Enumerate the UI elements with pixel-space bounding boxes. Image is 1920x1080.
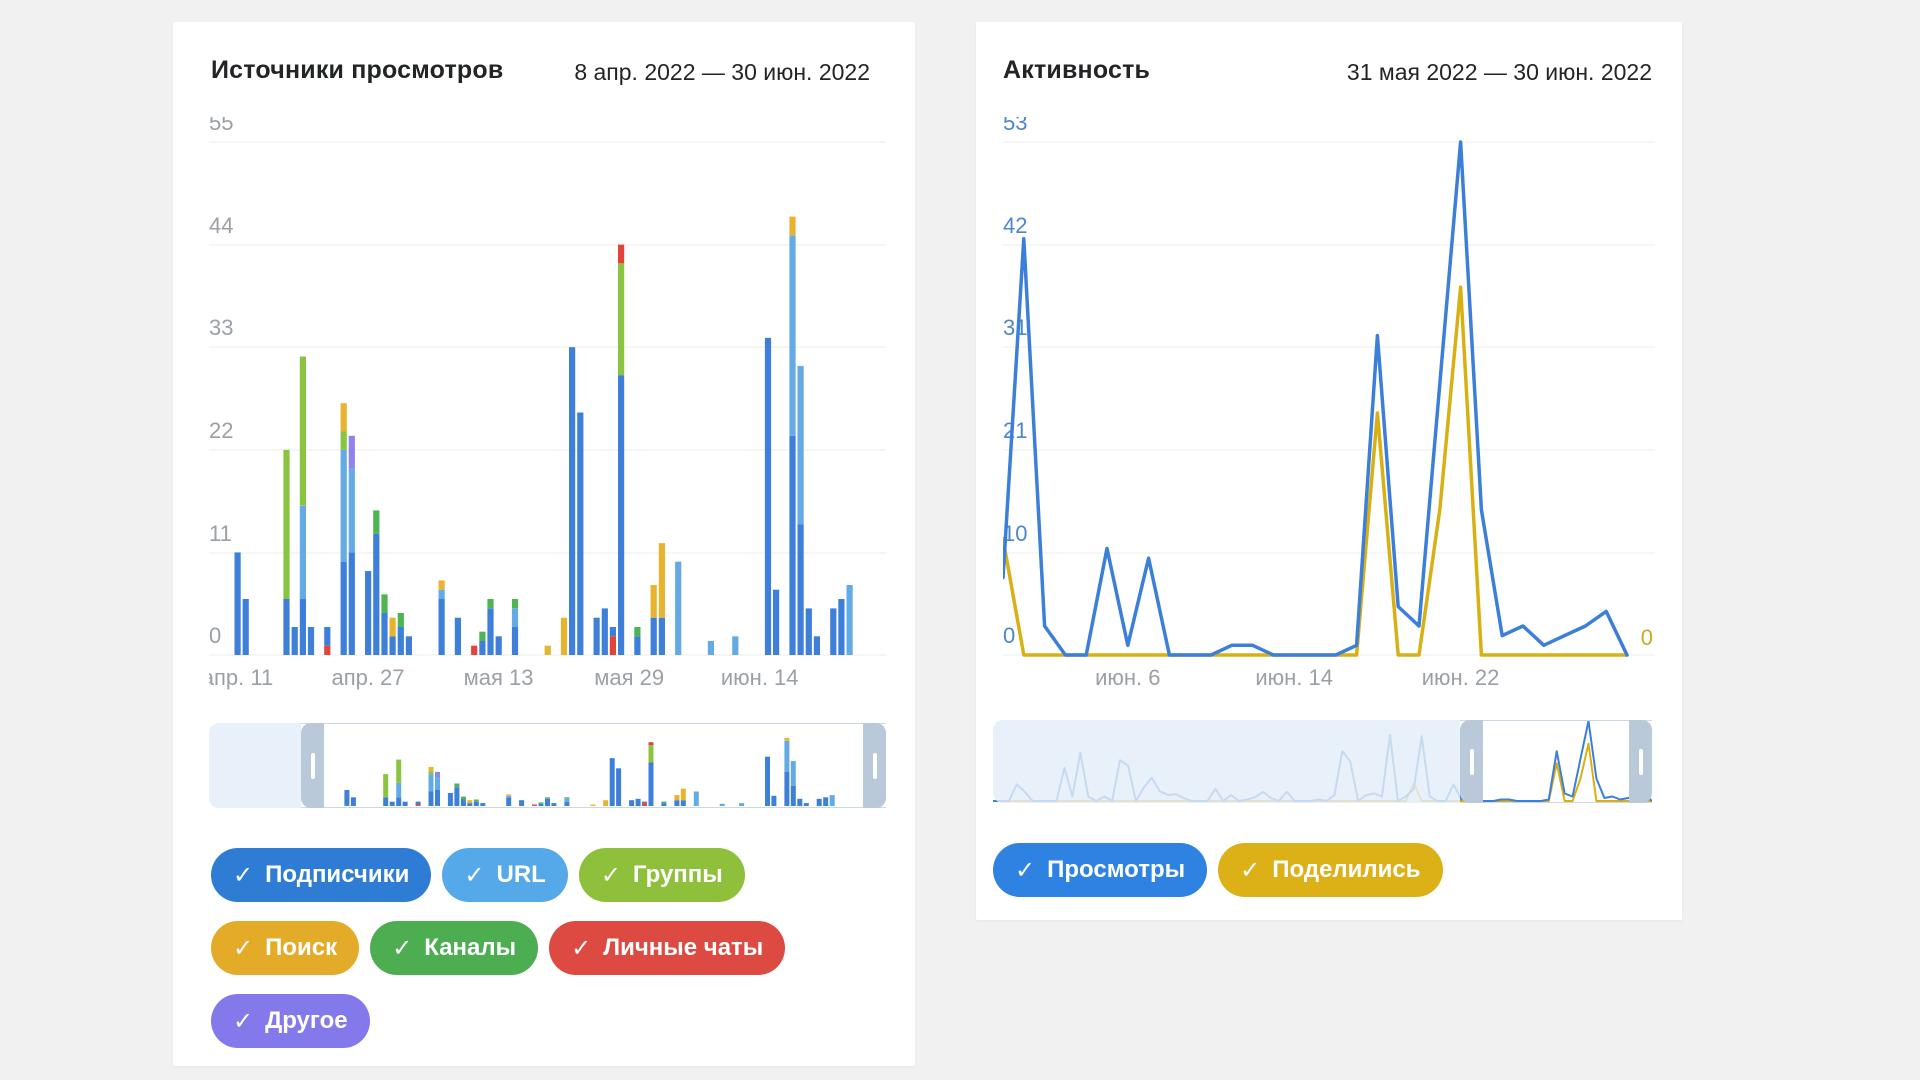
view-sources-bar-chart[interactable]: 55 44 33 22 11 0 апр. 11 апр. 27 мая 13 мая 29 июн… [209,117,886,717]
legend-pill-label: Подписчики [265,861,410,888]
svg-text:33: 33 [209,315,233,340]
legend-pill-подписчики[interactable]: ✓ Подписчики [211,848,432,902]
svg-text:июн. 14: июн. 14 [721,665,799,690]
activity-brush-unselected[interactable] [993,720,1460,803]
check-icon: ✓ [571,935,592,962]
svg-text:53: 53 [1003,117,1027,135]
check-icon: ✓ [392,935,413,962]
check-icon: ✓ [1240,857,1261,884]
sources-brush-right-handle-icon[interactable] [863,723,886,808]
svg-text:июн. 22: июн. 22 [1422,665,1500,690]
date-range: 8 апр. 2022 — 30 июн. 2022 [574,59,870,85]
svg-text:21: 21 [1003,418,1027,443]
sources-legend: ✓ Подписчики ✓ URL ✓ Группы ✓ Поиск ✓ Каналы ✓ Личн… [211,848,786,1048]
check-icon: ✓ [1015,857,1036,884]
legend-pill-каналы[interactable]: ✓ Каналы [370,921,539,975]
legend-pill-поиск[interactable]: ✓ Поиск [211,921,360,975]
check-icon: ✓ [464,862,485,889]
svg-text:0: 0 [1003,623,1015,648]
svg-text:0: 0 [209,623,221,648]
activity-brush-right-handle-icon[interactable] [1629,720,1652,803]
activity-brush-left-handle-icon[interactable] [1460,720,1483,803]
svg-text:31: 31 [1003,315,1027,340]
check-icon: ✓ [600,862,621,889]
legend-pill-личные-чаты[interactable]: ✓ Личные чаты [549,921,786,975]
legend-pill-label: URL [496,861,546,888]
activity-range-slider[interactable] [993,720,1652,803]
legend-pill-label: Просмотры [1047,856,1186,883]
svg-text:мая 13: мая 13 [464,665,534,690]
view-sources-card: Источники просмотров 8 апр. 2022 — 30 ию… [173,22,915,1066]
legend-pill-группы[interactable]: ✓ Группы [578,848,745,902]
legend-pill-label: Другое [265,1007,348,1034]
legend-pill-просмотры[interactable]: ✓ Просмотры [993,843,1208,897]
page-title: Активность [1003,56,1151,84]
page-title: Источники просмотров [211,56,504,84]
sources-range-slider[interactable] [209,723,886,808]
svg-text:42: 42 [1003,213,1027,238]
activity-card: Активность 31 мая 2022 — 30 июн. 2022 53… [976,22,1682,920]
svg-text:мая 29: мая 29 [594,665,664,690]
activity-legend: ✓ Просмотры ✓ Поделились [993,843,1443,897]
svg-text:апр. 27: апр. 27 [331,665,404,690]
legend-pill-url[interactable]: ✓ URL [442,848,568,902]
check-icon: ✓ [233,862,254,889]
sources-minimap [344,737,835,807]
svg-text:июн. 6: июн. 6 [1095,665,1160,690]
svg-text:44: 44 [209,213,233,238]
sources-brush-unselected[interactable] [209,723,301,808]
legend-pill-label: Поделились [1272,856,1421,883]
date-range: 31 мая 2022 — 30 июн. 2022 [1346,59,1652,85]
svg-text:апр. 11: апр. 11 [209,665,273,690]
legend-pill-label: Личные чаты [603,934,764,961]
legend-pill-label: Каналы [424,934,517,961]
svg-text:0: 0 [1641,625,1653,650]
svg-text:11: 11 [209,521,232,546]
legend-pill-label: Поиск [265,934,338,961]
legend-pill-label: Группы [632,861,723,888]
check-icon: ✓ [233,1008,254,1035]
legend-pill-поделились[interactable]: ✓ Поделились [1218,843,1443,897]
legend-pill-другое[interactable]: ✓ Другое [211,994,370,1048]
sources-brush-left-handle-icon[interactable] [301,723,324,808]
svg-text:55: 55 [209,117,233,135]
check-icon: ✓ [233,935,254,962]
svg-text:июн. 14: июн. 14 [1255,665,1333,690]
svg-text:22: 22 [209,418,233,443]
